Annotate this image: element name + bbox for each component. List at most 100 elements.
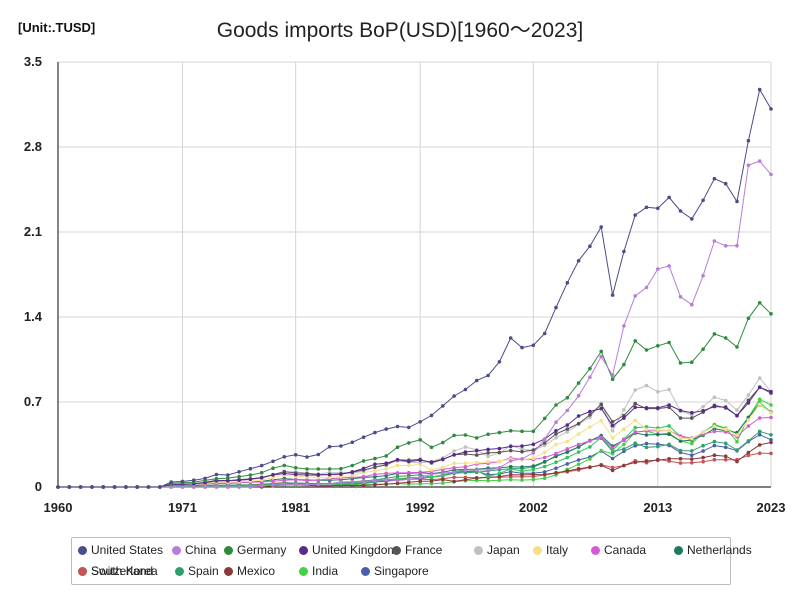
data-point [644,348,649,352]
data-point [395,474,400,479]
data-point [757,402,762,407]
data-point [712,239,717,243]
data-point [486,459,490,464]
chart-title: Goods imports BoP(USD)[1960～2023] [216,19,584,42]
legend-marker [591,545,600,555]
data-point [407,441,411,445]
data-point [701,404,705,409]
data-point [757,443,762,447]
data-point [305,467,309,471]
data-point [373,430,377,435]
data-point [610,373,615,378]
data-point [316,467,321,471]
x-tick-label: 2002 [519,500,548,515]
data-point [531,464,536,468]
data-point [463,477,468,482]
data-point [735,439,739,444]
data-point [463,470,468,475]
legend-label: India [312,564,339,578]
y-tick-label: 1.4 [24,309,43,324]
data-point [271,483,275,487]
data-point [701,347,705,352]
data-point [656,406,660,410]
data-point [339,475,343,479]
data-point [407,463,411,468]
data-point [226,478,230,483]
data-point [735,459,739,464]
data-point [282,478,287,483]
data-point [610,465,615,470]
data-point [656,267,660,271]
data-point [486,447,490,452]
data-point [769,440,773,445]
data-point [610,377,615,382]
data-point [441,471,445,475]
data-point [622,324,626,328]
data-point [542,437,547,442]
data-point [248,485,253,489]
data-point [271,479,275,484]
data-point [395,424,400,429]
data-point [237,474,241,479]
data-point [486,451,490,455]
legend-marker [78,566,87,576]
data-point [554,442,558,447]
data-point [644,285,649,290]
data-point [576,414,581,418]
data-point [746,439,751,443]
series-line-germany [58,302,772,488]
x-tick-labels: 1960 1971 1981 1992 2002 2013 2023 [44,500,786,515]
data-point [192,485,196,489]
data-point [90,485,94,489]
grid-lines [57,61,772,488]
data-point [520,447,524,451]
data-point [237,470,241,474]
series-line-japan [58,377,772,488]
series-line-china [58,160,772,488]
data-point [226,485,230,489]
data-point [508,336,513,340]
data-point [441,477,445,482]
data-point [588,457,592,461]
data-point [633,339,637,343]
data-point [384,482,389,487]
data-point [565,427,570,431]
data-point [565,430,570,434]
legend-item: France [392,543,442,557]
data-point [203,476,207,481]
data-point [610,429,615,433]
data-point [169,485,173,489]
data-point [327,475,332,480]
data-point [384,478,389,482]
data-point [474,436,479,440]
data-point [712,404,717,409]
data-point [769,433,773,437]
data-point [622,362,626,367]
data-point [316,452,321,457]
plot-series [56,87,773,489]
data-point [508,459,513,463]
data-point [361,459,366,463]
data-point [327,482,332,486]
data-point [441,465,445,470]
data-point [452,394,456,398]
data-point [769,107,773,111]
data-point [373,472,377,477]
data-point [78,485,83,489]
data-point [769,312,773,316]
x-tick-label: 1981 [281,500,310,515]
data-point [271,473,275,477]
data-point [441,404,445,408]
data-point [588,409,592,414]
data-point [723,427,728,432]
data-point [542,459,547,464]
data-point [701,449,705,453]
data-point [474,461,479,465]
data-point [384,471,389,476]
legend-label: Netherlands [687,543,752,557]
data-point [610,436,615,440]
data-point [622,249,626,254]
data-point [508,464,513,469]
data-point [599,435,603,440]
legend-marker [392,545,401,555]
